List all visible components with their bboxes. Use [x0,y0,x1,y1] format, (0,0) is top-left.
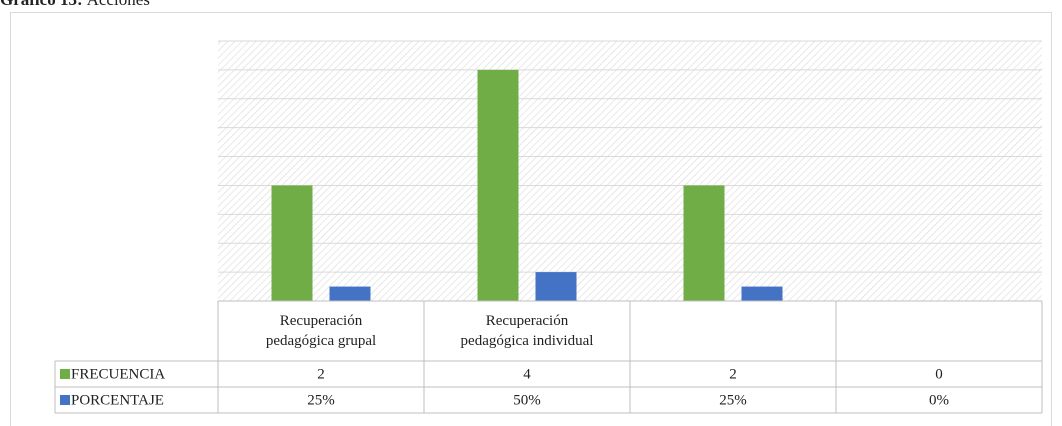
bar [329,286,371,301]
x-tick-label: Recuperación pedagógica individual [461,313,594,349]
bar [741,286,783,301]
data-label: 2 [317,366,325,382]
x-tick-line: Recuperación [486,313,569,329]
bar [271,185,313,301]
data-label: 0 [935,366,943,382]
chart-title: Gráfico 13: Acciones [0,0,150,9]
x-tick-line: pedagógica grupal [266,333,376,349]
bar [683,185,725,301]
title-text: Acciones [87,0,150,9]
data-label: 0% [929,392,949,408]
data-label: 25% [307,392,335,408]
bar [535,272,577,301]
chart-border [10,12,1052,426]
legend-swatch [60,369,70,379]
data-label: 25% [719,392,747,408]
bar [477,69,519,301]
x-tick-line: pedagógica individual [461,333,594,349]
x-tick-line: Recuperación [280,313,363,329]
title-label: Gráfico 13: [0,0,83,9]
data-label: 50% [513,392,541,408]
plot-area [218,41,1042,301]
legend-swatch [60,395,70,405]
legend-label: FRECUENCIA [71,366,165,382]
data-label: 4 [523,366,531,382]
legend-label: PORCENTAJE [71,392,164,408]
x-tick-label: Recuperación pedagógica grupal [266,313,376,349]
data-label: 2 [729,366,737,382]
